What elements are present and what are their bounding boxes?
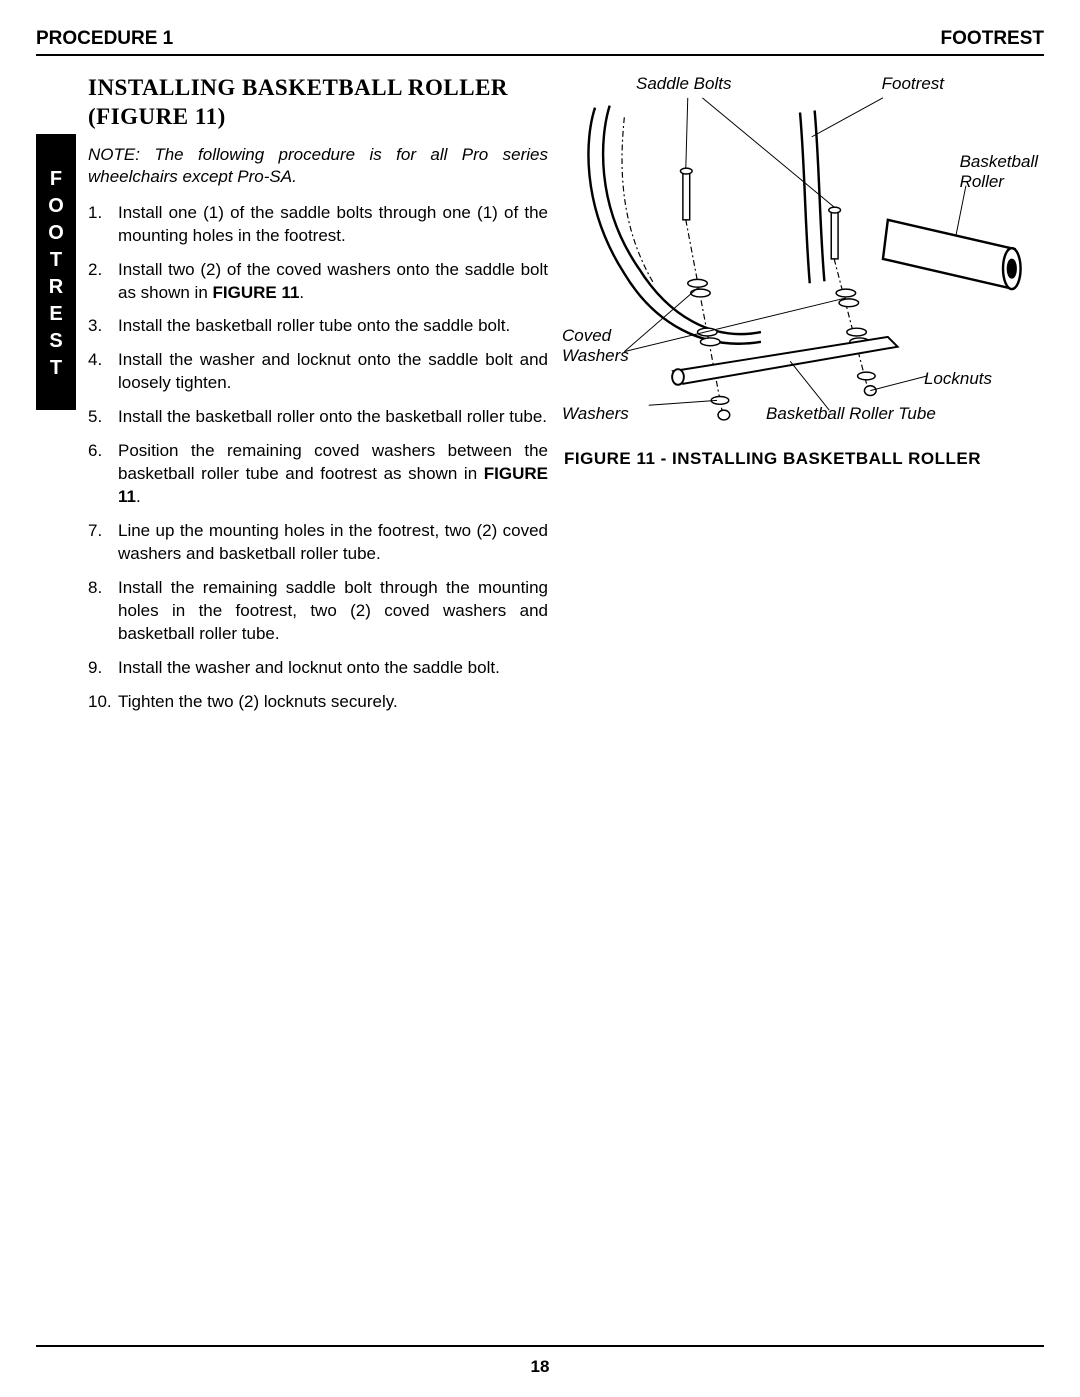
note-text: NOTE: The following procedure is for all…	[88, 144, 548, 188]
step-item: Position the remaining coved washers bet…	[88, 440, 548, 509]
step-text: Install the basketball roller onto the b…	[118, 407, 547, 426]
step-item: Tighten the two (2) locknuts securely.	[88, 691, 548, 714]
step-text: Install two (2) of the coved washers ont…	[118, 260, 548, 302]
side-tab-letter: E	[36, 301, 76, 328]
side-tab-letter: T	[36, 355, 76, 382]
page-footer: 18	[36, 1345, 1044, 1377]
section-title: INSTALLING BASKETBALL ROLLER (FIGURE 11)	[88, 74, 548, 132]
step-text: Install the washer and locknut onto the …	[118, 350, 548, 392]
page-header: PROCEDURE 1 FOOTREST	[36, 28, 1044, 56]
header-section: FOOTREST	[941, 28, 1044, 50]
side-tab-footrest: F O O T R E S T	[36, 134, 76, 410]
label-washers: Washers	[562, 404, 629, 424]
label-saddle-bolts: Saddle Bolts	[636, 74, 731, 94]
content-row: F O O T R E S T INSTALLING BASKETBALL RO…	[36, 74, 1044, 725]
step-text: Install the basketball roller tube onto …	[118, 316, 510, 335]
figure-caption: FIGURE 11 - INSTALLING BASKETBALL ROLLER	[556, 448, 1044, 471]
label-footrest: Footrest	[882, 74, 944, 94]
figure-ref: FIGURE 11	[213, 283, 300, 302]
procedure-steps: Install one (1) of the saddle bolts thro…	[88, 202, 548, 714]
step-text: Install the remaining saddle bolt throug…	[118, 578, 548, 643]
step-item: Install the remaining saddle bolt throug…	[88, 577, 548, 646]
step-item: Install two (2) of the coved washers ont…	[88, 259, 548, 305]
label-locknuts: Locknuts	[924, 369, 992, 389]
right-column: Saddle Bolts Footrest Basketball Roller …	[548, 74, 1044, 471]
step-item: Install one (1) of the saddle bolts thro…	[88, 202, 548, 248]
step-item: Line up the mounting holes in the footre…	[88, 520, 548, 566]
step-text: Line up the mounting holes in the footre…	[118, 521, 548, 563]
side-tab-letter: O	[36, 220, 76, 247]
side-tab-letter: O	[36, 193, 76, 220]
step-item: Install the basketball roller tube onto …	[88, 315, 548, 338]
label-coved-washers: Coved Washers	[562, 326, 629, 367]
step-item: Install the washer and locknut onto the …	[88, 349, 548, 395]
side-tab-letter: F	[36, 166, 76, 193]
diagram-figure-11: Saddle Bolts Footrest Basketball Roller …	[556, 74, 1044, 434]
step-item: Install the basketball roller onto the b…	[88, 406, 548, 429]
side-tab-letter: S	[36, 328, 76, 355]
step-text: Install the washer and locknut onto the …	[118, 658, 500, 677]
left-column: INSTALLING BASKETBALL ROLLER (FIGURE 11)…	[88, 74, 548, 725]
label-basketball-roller: Basketball Roller	[960, 152, 1038, 193]
step-item: Install the washer and locknut onto the …	[88, 657, 548, 680]
label-roller-tube: Basketball Roller Tube	[766, 404, 936, 424]
header-procedure: PROCEDURE 1	[36, 28, 173, 50]
side-tab-letter: T	[36, 247, 76, 274]
side-tab-letter: R	[36, 274, 76, 301]
step-text: Tighten the two (2) locknuts securely.	[118, 692, 398, 711]
step-text: Install one (1) of the saddle bolts thro…	[118, 203, 548, 245]
page-number: 18	[531, 1357, 550, 1376]
